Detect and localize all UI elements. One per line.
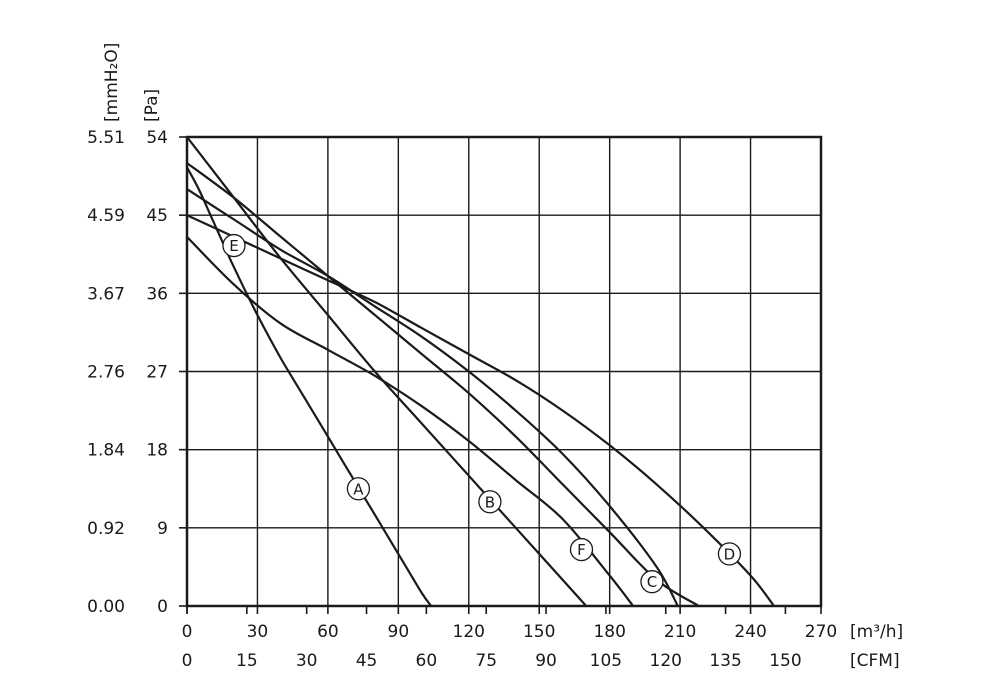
y-secondary-tick-label: 5.51 — [87, 128, 125, 148]
x-tick-label: 270 — [805, 622, 837, 642]
y-tick-label: 0 — [157, 597, 168, 617]
x-tick-label: 120 — [453, 622, 485, 642]
y-tick-label: 45 — [146, 206, 168, 226]
y-secondary-tick-label: 3.67 — [87, 284, 125, 304]
x-tick-label: 90 — [388, 622, 410, 642]
x-secondary-tick-label: 75 — [475, 651, 497, 671]
curve-label-e: E — [229, 237, 238, 255]
curve-label-circle-c — [640, 570, 664, 594]
curve-label-f: F — [577, 541, 586, 559]
x-secondary-tick-label: 120 — [650, 651, 682, 671]
x-tick-label: 210 — [664, 622, 696, 642]
curve-label-c: C — [647, 573, 657, 591]
y-secondary-tick-label: 1.84 — [87, 441, 125, 461]
y-axis-title-secondary: [mmH₂O] — [102, 43, 122, 122]
y-secondary-tick-label: 4.59 — [87, 206, 125, 226]
x-secondary-tick-label: 0 — [182, 651, 193, 671]
curve-label-d: D — [724, 545, 736, 563]
performance-curves — [186, 136, 775, 607]
curve-label-circle-f — [569, 537, 594, 562]
x-tick-label: 60 — [317, 622, 339, 642]
y-secondary-tick-label: 0.00 — [87, 597, 125, 617]
curve-b — [186, 136, 588, 607]
curve-label-circle-b — [478, 490, 502, 514]
curve-label-circle-e — [222, 233, 246, 258]
y-tick-label: 9 — [157, 519, 168, 539]
curve-label-a: A — [353, 480, 364, 498]
grid — [187, 137, 821, 606]
x-axis-title-primary: [m³/h] — [850, 622, 903, 642]
curve-f — [186, 162, 700, 607]
curve-labels: A B C D E F — [222, 233, 742, 594]
x-secondary-tick-label: 45 — [356, 651, 378, 671]
curve-a — [186, 166, 433, 607]
x-tick-label: 180 — [593, 622, 625, 642]
curve-label-circle-a — [346, 477, 371, 501]
y-tick-label: 36 — [146, 284, 168, 304]
x-secondary-tick-label: 135 — [709, 651, 741, 671]
x-tick-label: 150 — [523, 622, 555, 642]
x-secondary-tick-label: 105 — [590, 651, 622, 671]
x-tick-label: 240 — [734, 622, 766, 642]
y-secondary-tick-label: 2.76 — [87, 363, 125, 383]
y-secondary-tick-label: 0.92 — [87, 519, 125, 539]
curve-c — [186, 188, 679, 607]
y-tick-label: 18 — [146, 441, 168, 461]
x-secondary-tick-label: 30 — [296, 651, 318, 671]
x-secondary-tick-label: 15 — [236, 651, 258, 671]
y-tick-label: 54 — [146, 128, 168, 148]
y-axis-title-primary: [Pa] — [142, 89, 162, 122]
y-tick-label: 27 — [146, 363, 168, 383]
curve-e — [186, 236, 634, 607]
x-axis-title-secondary: [CFM] — [850, 651, 900, 671]
curve-label-b: B — [485, 493, 495, 511]
x-secondary-tick-label: 150 — [769, 651, 801, 671]
x-tick-label: 0 — [182, 622, 193, 642]
x-tick-label: 30 — [247, 622, 269, 642]
x-secondary-tick-label: 90 — [535, 651, 557, 671]
x-secondary-tick-label: 60 — [416, 651, 438, 671]
curve-d — [186, 214, 775, 607]
curve-label-circle-d — [717, 542, 742, 566]
